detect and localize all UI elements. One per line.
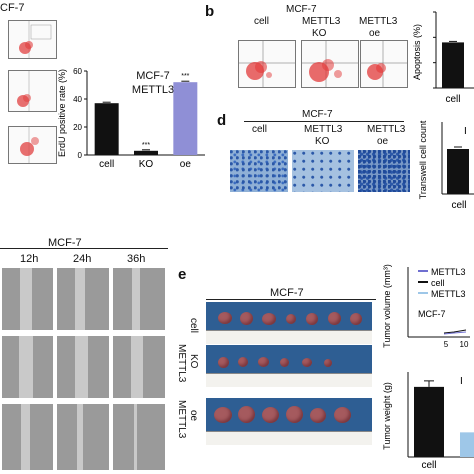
corner-label: I (460, 376, 463, 387)
wound-image-r1c2 (57, 268, 109, 330)
flow-plot-b2 (301, 40, 359, 88)
legend-label: cell (431, 278, 445, 288)
panel-d-title-rule (244, 121, 404, 122)
x-tick-label: cell (421, 460, 436, 471)
bar (173, 82, 198, 155)
panel-a-chart-title-line2: METTL3 (131, 84, 175, 96)
corner-label: I (464, 126, 467, 137)
panel-e-weight-chart: cell I Tumor weight (g) (382, 372, 474, 471)
wound-image-r3c3 (113, 404, 165, 470)
bar (442, 42, 464, 88)
panel-d-group-oe-line2: oe (377, 136, 389, 147)
tumor-photo-ko (206, 345, 372, 387)
ruler-cell (206, 330, 372, 344)
panel-d-title: MCF-7 (302, 109, 333, 120)
panel-d-group-cell: cell (252, 124, 268, 135)
flow-plot-a3 (8, 126, 57, 164)
bar (94, 103, 119, 155)
wound-image-r2c2 (57, 336, 109, 398)
panel-d-letter: d (217, 112, 227, 129)
panel-e-row-ko-line2: KO (188, 354, 199, 369)
wound-image-r2c1 (2, 336, 53, 398)
bar (414, 386, 444, 457)
panel-e-title: MCF-7 (270, 287, 304, 299)
wound-image-r3c1 (2, 404, 53, 470)
y-tick-label: 60 (73, 67, 82, 76)
panel-b-group-ko-line1: METTL3 (302, 16, 341, 27)
bar (134, 150, 158, 155)
panel-a-cell-line-title: CF-7 (0, 2, 25, 14)
panel-c-title-rule (0, 248, 168, 249)
ruler-oe (206, 431, 372, 445)
panel-c-time-24h: 24h (73, 253, 92, 265)
panel-b-title: MCF-7 (286, 4, 317, 15)
transwell-image-oe (358, 150, 410, 192)
y-axis-label: Tumor volume (mm³) (382, 264, 392, 348)
series-line (443, 331, 467, 335)
panel-e-title-rule (206, 299, 376, 300)
flow-plot-b3 (360, 40, 408, 88)
tumor-photo-cell (206, 302, 372, 344)
panel-b-group-oe-line1: METTL3 (359, 16, 398, 27)
x-tick-label: cell (99, 159, 114, 170)
panel-c-time-36h: 36h (127, 253, 146, 265)
panel-c-time-12h: 12h (20, 253, 39, 265)
y-tick-label: 20 (73, 123, 82, 132)
wound-image-r1c1 (2, 268, 53, 330)
legend-label: METTL3 (431, 289, 466, 299)
panel-b-letter: b (205, 3, 215, 20)
panel-d-group-oe-line1: METTL3 (367, 124, 406, 135)
x-tick-label: 10 (460, 340, 469, 349)
flow-plot-b1 (238, 40, 296, 88)
panel-a-chart-title-line1: MCF-7 (136, 70, 170, 82)
panel-c-title: MCF-7 (48, 237, 82, 249)
significance-label: *** (181, 73, 189, 80)
y-axis-label: ErdU positive rate (%) (57, 69, 67, 157)
wound-image-r2c3 (113, 336, 165, 398)
legend-label: METTL3 (431, 267, 466, 277)
panel-a-erdu-chart: 0 20 40 60 cell *** KO *** oe ErdU positive rate … (57, 67, 205, 170)
x-tick-label: cell (445, 94, 460, 105)
x-tick-label: KO (139, 159, 154, 170)
y-axis-label: Transwell cell count (418, 120, 428, 199)
transwell-image-cell (230, 150, 288, 192)
panel-d-transwell-chart: cell I Transwell cell count (418, 120, 474, 211)
ruler-ko (206, 373, 372, 387)
panel-b-group-cell: cell (254, 16, 270, 27)
panel-b-group-ko-line2: KO (312, 28, 327, 39)
transwell-image-ko (292, 150, 354, 192)
panel-d-group-ko-line2: KO (315, 136, 330, 147)
panel-e-letter: e (178, 266, 187, 283)
panel-b-group-oe-line2: oe (369, 28, 381, 39)
y-axis-label: Tumor weight (g) (382, 382, 392, 450)
y-tick-label: 40 (73, 95, 82, 104)
bar (447, 149, 469, 194)
significance-label: *** (142, 142, 150, 149)
panel-e-row-oe-line2: oe (188, 410, 199, 422)
wound-image-r1c3 (113, 268, 165, 330)
panel-e-row-cell: cell (188, 318, 199, 334)
bar (460, 432, 474, 457)
tumor-photo-oe (206, 398, 372, 445)
y-tick-label: 0 (78, 151, 83, 160)
panel-e-row-ko-line1: METTL3 (176, 344, 187, 383)
x-tick-label: 5 (444, 340, 449, 349)
panel-e-row-oe-line1: METTL3 (176, 400, 187, 439)
wound-image-r3c2 (57, 404, 109, 470)
y-axis-label: Apoptosis (%) (412, 24, 422, 80)
flow-plot-a1 (8, 20, 57, 59)
x-tick-label: cell (451, 200, 466, 211)
panel-d-group-ko-line1: METTL3 (304, 124, 343, 135)
x-tick-label: oe (180, 159, 192, 170)
flow-plot-a2 (8, 70, 57, 112)
inner-label: MCF-7 (418, 309, 446, 319)
panel-b-apoptosis-chart: cell Apoptosis (%) (412, 11, 474, 105)
series-line (443, 329, 467, 334)
